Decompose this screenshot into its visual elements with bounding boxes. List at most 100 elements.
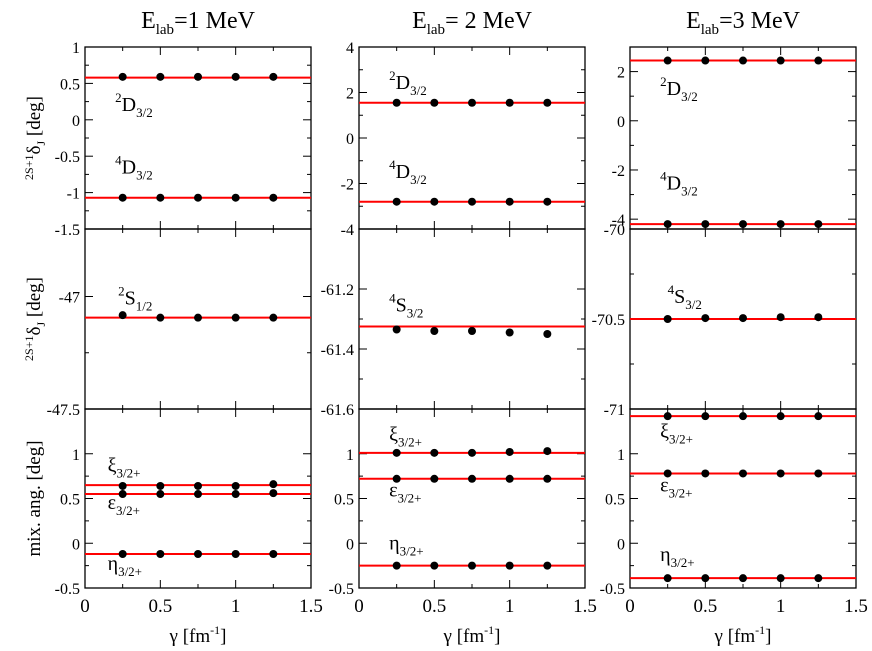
row-labels: 2S+1δJ [deg] 2S+1δJ [deg] mix. ang. [deg] (22, 96, 48, 557)
series-upper (630, 412, 856, 421)
y-tick-label: -61.6 (321, 402, 354, 419)
y-tick-label: -2 (341, 177, 354, 194)
data-point (392, 197, 401, 206)
x-tick-label: 0 (354, 596, 364, 617)
data-point (814, 469, 823, 478)
x-axis-label: γ [fm-1] (443, 623, 501, 647)
x-tick-label: 1.5 (844, 596, 868, 617)
data-point (468, 98, 476, 107)
x-tick-label: 1 (231, 596, 241, 617)
data-point (430, 448, 439, 457)
data-point (156, 481, 165, 490)
data-point (194, 72, 202, 81)
data-point (118, 549, 127, 558)
series-2D3/2: 2D3/2 (359, 68, 585, 107)
data-point (814, 574, 823, 583)
data-point (663, 315, 672, 323)
series-label: 4S3/2 (389, 291, 423, 321)
x-tick-label: 0 (625, 596, 635, 617)
panel-r2-c2: -61.6 -61.4 -61.2 4S3/2 (321, 228, 586, 419)
panel-r1-c3: -4 -2 0 2 2D3/2 4D3/2 (612, 46, 857, 230)
series-label: 4S3/2 (668, 282, 702, 312)
y-tick-label: 1 (72, 40, 80, 57)
data-point (430, 561, 439, 570)
data-point (430, 98, 439, 107)
y-tick-label: -0.5 (600, 581, 625, 598)
series-4S3/2: 4S3/2 (359, 291, 585, 338)
plot-panels: -1.5 -1 -0.5 0 0.5 1 2D3/2 4D3/2 -4 -2 0 2 4 2D3/2 4D3… (47, 40, 857, 598)
data-point (231, 313, 240, 322)
data-point (543, 447, 552, 456)
data-point (701, 574, 710, 583)
y-tick-label: 0 (617, 114, 625, 131)
data-point (814, 220, 823, 229)
panel-r2-c1: -47.5 -47 2S1/2 (47, 228, 312, 419)
y-tick-label: 2 (617, 65, 625, 82)
data-point (543, 474, 552, 483)
series-2D3/2: 2D3/2 (85, 72, 311, 120)
series-label: ε3/2+ (389, 480, 421, 506)
panel-r3-c3: -0.5 0 0.5 1 ξ3/2+ ε3/2+ η3/2+ (600, 408, 857, 598)
x-axis-labels: 0 0.5 1 1.5 γ [fm-1] 0 0.5 1 1.5 γ [fm-1] 0 0.5 1 1.5… (80, 596, 868, 647)
x-tick-label: 1 (505, 596, 515, 617)
series-label: η3/2+ (108, 553, 142, 579)
y-tick-label: 0 (617, 536, 625, 553)
data-point (156, 313, 165, 322)
data-point (663, 220, 672, 229)
data-point (701, 469, 710, 478)
panel-frame (358, 228, 586, 410)
data-point (814, 56, 823, 65)
data-point (543, 330, 552, 338)
data-point (392, 325, 401, 334)
series-label: 4D3/2 (389, 157, 427, 187)
data-point (663, 574, 672, 583)
series-epsilon3/2+: ε3/2+ (85, 489, 311, 518)
data-point (118, 490, 127, 499)
y-tick-label: -61.2 (321, 282, 354, 299)
data-point (156, 193, 165, 202)
data-point (231, 549, 240, 558)
series-label: ξ3/2+ (389, 423, 422, 449)
data-point (739, 220, 747, 229)
y-tick-label: 1 (346, 447, 354, 464)
series-4D3/2: 4D3/2 (85, 153, 311, 202)
panel-r1-c2: -4 -2 0 2 4 2D3/2 4D3/2 (341, 40, 586, 239)
data-point (118, 311, 127, 320)
series-label: ξ3/2+ (108, 455, 141, 481)
data-point (118, 481, 127, 490)
data-point (269, 480, 278, 489)
y-tick-label: 1 (72, 447, 80, 464)
data-point (194, 481, 202, 490)
data-point (663, 412, 672, 421)
data-point (231, 193, 240, 202)
y-tick-label: -4 (341, 222, 354, 239)
data-point (231, 481, 240, 490)
data-point (269, 193, 278, 202)
data-point (739, 469, 747, 478)
data-point (739, 412, 747, 421)
y-tick-label: 0.5 (60, 76, 80, 93)
data-point (505, 447, 514, 456)
data-point (468, 561, 476, 570)
data-point (231, 72, 240, 81)
y-tick-label: -70.5 (592, 312, 625, 329)
x-tick-label: 1.5 (573, 596, 597, 617)
data-point (701, 56, 710, 65)
data-point (194, 193, 202, 202)
data-point (430, 197, 439, 206)
series-xi3/2+: ξ3/2+ (85, 455, 311, 490)
series-2S1/2: 2S1/2 (85, 283, 311, 322)
y-tick-label: -0.5 (55, 581, 80, 598)
y-tick-label: -2 (612, 163, 625, 180)
y-tick-label: 0.5 (334, 492, 354, 509)
y-tick-label: 2 (346, 86, 354, 103)
data-point (814, 412, 823, 421)
data-point (231, 490, 240, 499)
data-point (468, 327, 476, 335)
y-tick-label: -47 (59, 290, 80, 307)
data-point (505, 474, 514, 483)
x-tick-label: 0.5 (148, 596, 172, 617)
data-point (776, 313, 785, 322)
data-point (269, 489, 278, 498)
